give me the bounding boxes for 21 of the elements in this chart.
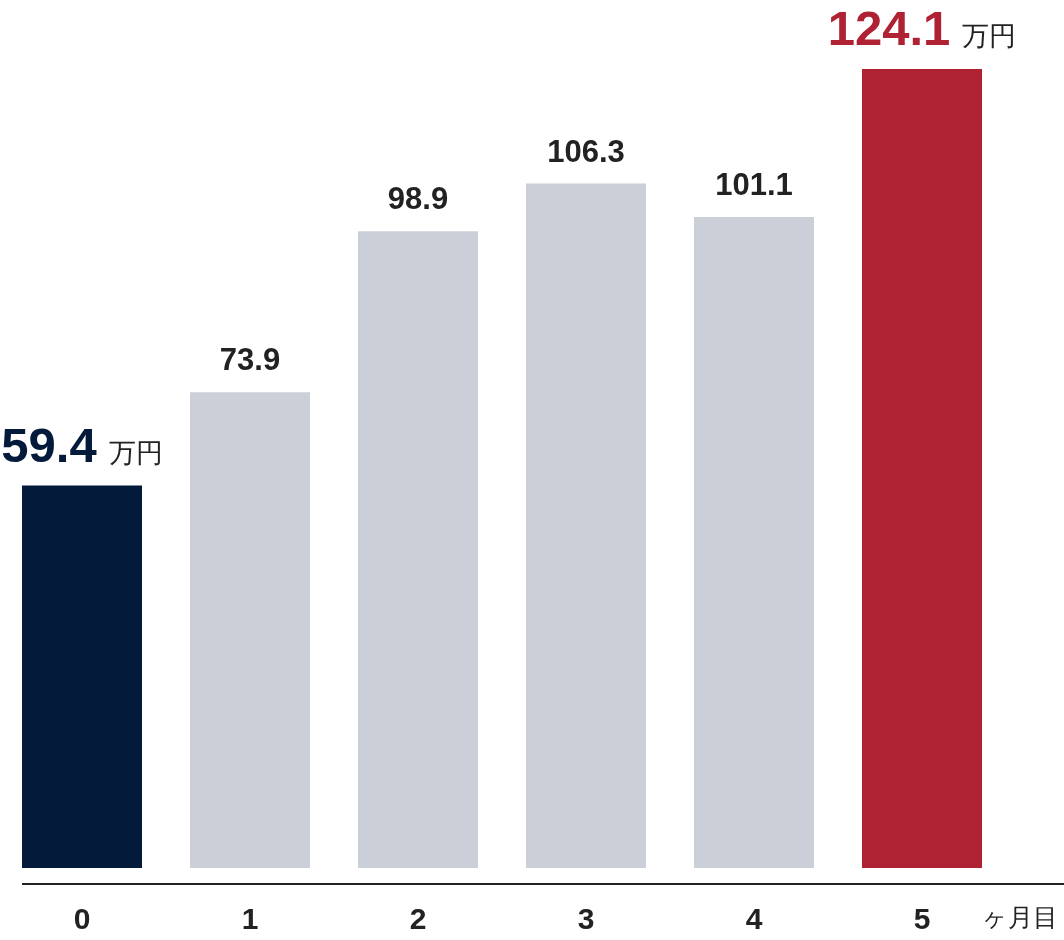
data-label: 101.1 bbox=[715, 167, 793, 203]
data-label: 98.9 bbox=[387, 181, 449, 217]
data-label: 59.4 bbox=[1, 417, 97, 472]
bar bbox=[694, 217, 814, 868]
x-tick-label: 4 bbox=[745, 901, 763, 935]
bar bbox=[862, 69, 982, 868]
annotation: 万円 bbox=[962, 21, 1017, 51]
x-tick-label: 3 bbox=[577, 901, 595, 935]
bar bbox=[22, 485, 142, 868]
bar bbox=[358, 231, 478, 868]
x-tick-label: 0 bbox=[73, 901, 91, 935]
bar bbox=[526, 183, 646, 868]
data-label: 73.9 bbox=[219, 342, 281, 378]
data-label: 106.3 bbox=[547, 133, 625, 169]
bar bbox=[190, 392, 310, 868]
x-tick-label: 2 bbox=[409, 901, 427, 935]
data-label: 124.1 bbox=[827, 1, 951, 55]
x-tick-label: 5 bbox=[913, 901, 931, 935]
x-axis-title: ヶ月目 bbox=[981, 902, 1058, 931]
x-tick-label: 1 bbox=[241, 901, 259, 935]
annotation: 万円 bbox=[108, 437, 163, 468]
